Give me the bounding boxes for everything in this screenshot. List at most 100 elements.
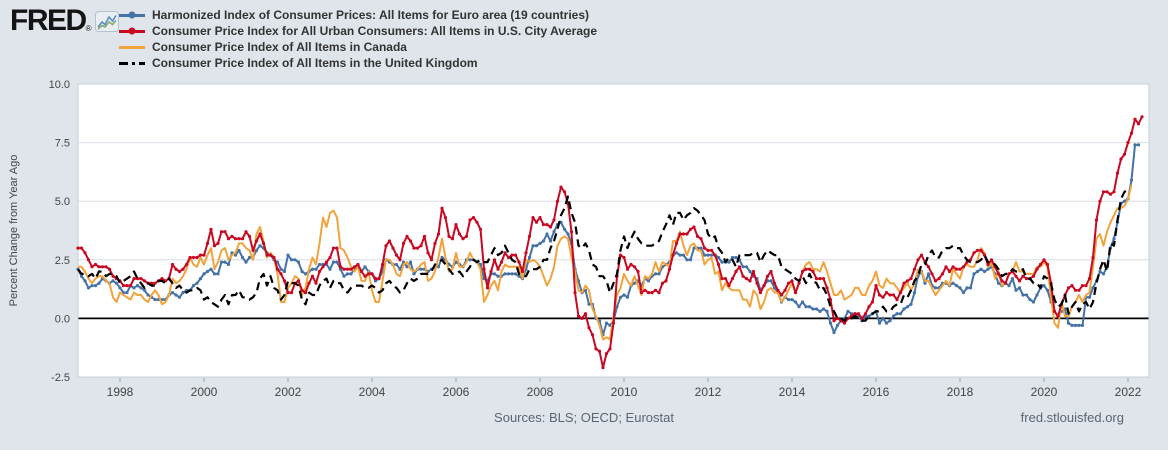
series-marker-us (1007, 272, 1011, 276)
series-marker-euro-area (926, 272, 931, 276)
series-marker-euro-area (884, 321, 889, 325)
series-marker-euro-area (258, 244, 262, 248)
series-marker-euro-area (181, 291, 185, 295)
fred-logo[interactable]: FRED ® (10, 6, 119, 36)
series-marker-euro-area (1021, 293, 1025, 297)
series-marker-euro-area (706, 253, 710, 257)
series-marker-us (191, 255, 196, 260)
legend-item-canada[interactable]: Consumer Price Index of All Items in Can… (119, 39, 597, 55)
x-tick-label: 2018 (947, 385, 974, 399)
series-marker-us (1098, 199, 1102, 203)
series-marker-us (713, 253, 717, 257)
series-marker-euro-area (310, 267, 315, 271)
series-marker-us (485, 286, 490, 290)
series-marker-us (359, 269, 364, 274)
plot-area[interactable] (78, 84, 1149, 377)
series-marker-euro-area (1098, 269, 1102, 274)
series-marker-euro-area (1031, 300, 1036, 304)
series-marker-us (121, 284, 126, 288)
series-marker-us (772, 281, 777, 285)
series-marker-euro-area (132, 286, 136, 290)
series-marker-euro-area (195, 281, 199, 285)
series-marker-us (636, 269, 640, 274)
series-marker-us (587, 326, 591, 330)
y-tick-label: -2.5 (51, 372, 70, 384)
series-marker-euro-area (216, 272, 220, 276)
series-line-canada[interactable] (78, 184, 1133, 341)
series-marker-us (1035, 267, 1039, 271)
series-marker-euro-area (632, 281, 637, 285)
series-marker-us (412, 246, 416, 250)
series-marker-us (580, 316, 584, 320)
series-marker-euro-area (468, 258, 472, 262)
series-marker-us (1066, 286, 1071, 290)
series-marker-us (345, 267, 350, 271)
series-marker-us (328, 255, 332, 260)
series-marker-euro-area (905, 305, 910, 309)
legend-item-us[interactable]: Consumer Price Index for All Urban Consu… (119, 23, 597, 39)
series-marker-us (1038, 262, 1043, 267)
series-marker-us (611, 321, 616, 325)
series-marker-us (573, 291, 577, 295)
series-marker-us (342, 267, 346, 271)
series-marker-us (198, 253, 203, 257)
series-marker-euro-area (1014, 288, 1018, 292)
series-marker-us (1112, 190, 1116, 194)
series-marker-euro-area (202, 272, 206, 276)
series-marker-euro-area (296, 260, 301, 264)
series-marker-us (510, 253, 514, 257)
series-marker-euro-area (317, 262, 322, 267)
series-marker-euro-area (419, 267, 423, 271)
series-marker-us (639, 291, 644, 295)
series-marker-euro-area (622, 293, 626, 297)
series-marker-euro-area (587, 302, 591, 306)
series-marker-euro-area (653, 272, 658, 276)
series-marker-us (930, 272, 934, 276)
legend-item-euro-area[interactable]: Harmonized Index of Consumer Prices: All… (119, 7, 597, 23)
series-marker-us (961, 265, 966, 269)
series-marker-us (1017, 279, 1022, 283)
series-marker-euro-area (300, 269, 304, 274)
fred-site-link[interactable]: fred.stlouisfed.org (1020, 410, 1124, 425)
legend-item-uk[interactable]: Consumer Price Index of All Items in the… (119, 55, 597, 71)
series-marker-us (846, 316, 850, 320)
series-marker-us (660, 281, 665, 285)
series-marker-euro-area (646, 279, 651, 283)
series-marker-us (93, 262, 98, 267)
series-marker-us (1077, 288, 1081, 292)
series-marker-euro-area (517, 274, 521, 278)
series-marker-us (758, 291, 763, 295)
series-marker-us (125, 284, 129, 288)
series-marker-euro-area (657, 272, 661, 276)
series-marker-us (793, 291, 798, 295)
series-marker-euro-area (877, 321, 882, 325)
series-marker-us (898, 291, 903, 295)
series-marker-us (461, 237, 465, 241)
series-marker-euro-area (531, 244, 535, 248)
series-marker-euro-area (797, 305, 801, 309)
series-marker-euro-area (510, 272, 514, 276)
series-marker-us (657, 291, 661, 295)
series-marker-euro-area (681, 253, 686, 257)
series-marker-us (804, 267, 808, 271)
series-marker-euro-area (825, 309, 829, 313)
series-marker-us (569, 230, 574, 234)
series-marker-us (797, 281, 801, 285)
series-marker-euro-area (1035, 293, 1039, 297)
series-marker-us (314, 281, 318, 285)
series-marker-us (1042, 258, 1046, 262)
series-marker-us (583, 312, 588, 316)
series-marker-euro-area (604, 321, 609, 325)
series-marker-euro-area (912, 291, 917, 295)
series-marker-euro-area (1024, 293, 1029, 297)
series-marker-euro-area (800, 300, 805, 304)
series-marker-euro-area (205, 269, 210, 274)
sources-link[interactable]: Sources: BLS; OECD; Eurostat (494, 410, 674, 425)
series-marker-euro-area (769, 279, 773, 283)
series-marker-euro-area (716, 255, 721, 260)
series-marker-euro-area (1129, 178, 1134, 182)
series-line-uk[interactable] (77, 188, 1129, 322)
series-marker-us (811, 269, 815, 274)
series-marker-euro-area (135, 284, 140, 288)
